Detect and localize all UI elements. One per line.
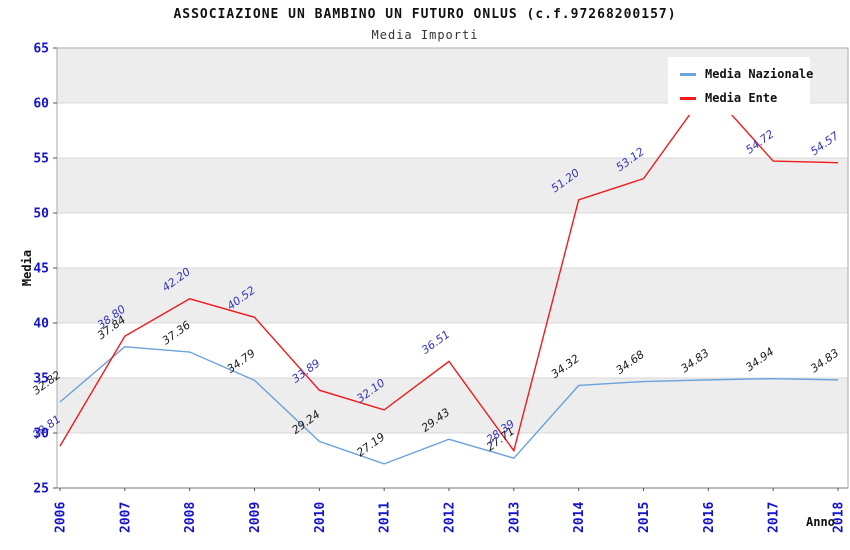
x-tick-label: 2015 — [637, 502, 652, 533]
y-tick-label: 45 — [33, 262, 49, 277]
legend-label-media-nazionale: Media Nazionale — [705, 67, 814, 81]
band — [57, 378, 848, 433]
y-tick-label: 50 — [33, 207, 49, 222]
x-tick-label: 2010 — [313, 502, 328, 533]
value-label: 54.72 — [743, 127, 776, 156]
legend: Media Nazionale Media Ente — [668, 57, 813, 115]
y-tick-label: 35 — [33, 372, 49, 387]
x-axis-title: Anno — [806, 515, 835, 529]
x-tick-label: 2007 — [118, 502, 133, 533]
series-line-media-nazionale — [59, 346, 839, 465]
value-label: 36.51 — [419, 328, 452, 357]
x-tick-label: 2018 — [832, 502, 847, 533]
chart-title: ASSOCIAZIONE UN BAMBINO UN FUTURO ONLUS … — [173, 7, 677, 22]
value-label: 34.32 — [549, 352, 582, 381]
value-label: 34.68 — [614, 348, 647, 377]
x-tick-label: 2013 — [507, 502, 522, 533]
value-label: 27.19 — [354, 430, 387, 459]
value-label: 34.94 — [743, 345, 776, 374]
x-tick-label: 2012 — [443, 502, 458, 533]
legend-item-media-nazionale: Media Nazionale — [680, 67, 813, 81]
x-tick-label: 2008 — [183, 502, 198, 533]
y-tick-label: 55 — [33, 152, 49, 167]
value-label: 34.83 — [678, 346, 711, 375]
y-tick-label: 25 — [33, 482, 49, 497]
value-label: 34.83 — [808, 346, 841, 375]
x-tick-label: 2006 — [54, 502, 69, 533]
x-tick-label: 2016 — [702, 502, 717, 533]
value-label: 34.79 — [225, 347, 258, 376]
x-tick-label: 2011 — [378, 502, 393, 533]
y-tick-label: 40 — [33, 317, 49, 332]
band — [57, 268, 848, 323]
y-tick-label: 65 — [33, 42, 49, 57]
chart-subtitle: Media Importi — [371, 28, 479, 42]
legend-label-media-ente: Media Ente — [705, 91, 778, 105]
x-tick-label: 2017 — [767, 502, 782, 533]
y-axis-title: Media — [20, 250, 34, 286]
x-tick-label: 2009 — [248, 502, 263, 533]
legend-swatch-media-nazionale-icon — [680, 72, 696, 76]
x-tick-label: 2014 — [572, 502, 587, 533]
band — [57, 158, 848, 213]
y-tick-label: 30 — [33, 427, 49, 442]
value-label: 54.57 — [808, 129, 841, 158]
legend-swatch-media-ente-icon — [680, 96, 696, 100]
legend-item-media-ente: Media Ente — [680, 91, 798, 105]
y-tick-label: 60 — [33, 97, 49, 112]
